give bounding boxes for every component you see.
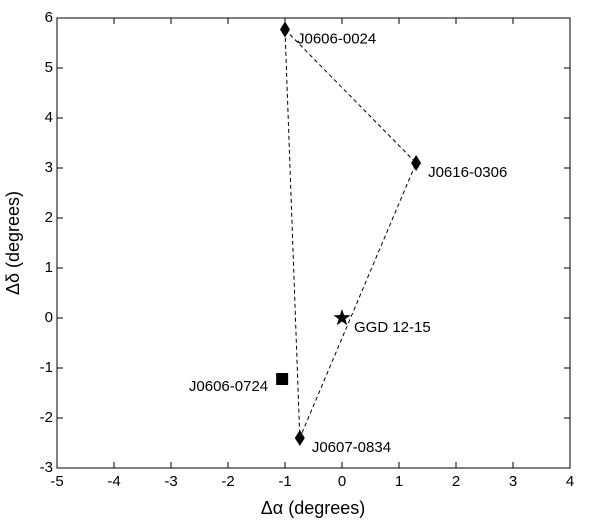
x-tick-label: 1: [395, 473, 403, 490]
plot-frame: [56, 17, 571, 469]
y-tick-label: 1: [45, 259, 53, 276]
x-tick-label: -4: [107, 473, 120, 490]
y-tick-label: 2: [45, 209, 53, 226]
point: [411, 155, 422, 171]
y-tick-label: 0: [45, 309, 53, 326]
point-label: J0616-0306: [428, 164, 507, 181]
point: [294, 430, 305, 446]
y-tick-label: 4: [45, 109, 53, 126]
y-tick-label: 5: [45, 59, 53, 76]
point: [333, 309, 351, 326]
point: [276, 373, 289, 385]
x-tick-label: -3: [164, 473, 177, 490]
x-axis-label: Δα (degrees): [261, 498, 365, 518]
x-tick-label: 2: [452, 473, 460, 490]
x-tick-label: 3: [509, 473, 517, 490]
x-tick-label: -5: [50, 473, 63, 490]
point-label: J0606-0724: [189, 378, 268, 395]
x-tick-label: 4: [566, 473, 574, 490]
y-tick-label: -2: [40, 409, 53, 426]
x-tick-label: 0: [338, 473, 346, 490]
y-axis-label: Δδ (degrees): [3, 191, 23, 295]
point: [280, 21, 290, 38]
y-tick-label: -1: [40, 359, 53, 376]
point-label: J0606-0024: [297, 30, 376, 47]
y-tick-label: 3: [45, 159, 53, 176]
y-tick-label: -3: [40, 459, 53, 476]
connector-line: [284, 29, 417, 439]
x-tick-label: -2: [221, 473, 234, 490]
y-tick-label: 6: [45, 9, 53, 26]
point-label: GGD 12-15: [354, 319, 431, 336]
point-label: J0607-0834: [312, 439, 391, 456]
x-tick-label: -1: [278, 473, 291, 490]
